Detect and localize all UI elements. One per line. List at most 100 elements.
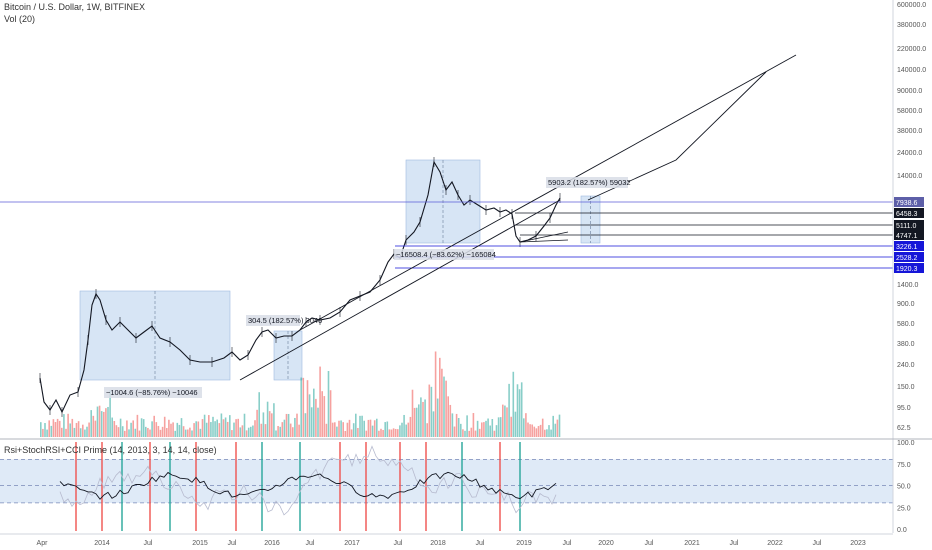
price-tag-label: 1920.3: [896, 266, 918, 273]
volume-bar: [558, 414, 561, 437]
volume-bar: [256, 409, 258, 437]
volume-bar: [544, 429, 546, 437]
volume-bar: [151, 421, 153, 437]
volume-bar: [268, 411, 271, 437]
volume-bar: [321, 391, 323, 437]
volume-bar: [235, 419, 237, 437]
x-tick-label: Apr: [37, 540, 49, 547]
wedge-line-lower: [519, 239, 569, 243]
volume-bar: [384, 422, 386, 437]
volume-bar: [432, 411, 435, 437]
volume-bar: [476, 420, 479, 437]
volume-bar: [82, 424, 84, 437]
indicator-legend[interactable]: Rsi+StochRSI+CCI Prime (14, 2013, 3, 14,…: [4, 445, 217, 455]
price-tag-bg: [894, 252, 924, 262]
measure-label: 5903.2 (182.57%) 59032: [548, 178, 631, 187]
volume-bar: [174, 430, 176, 437]
volume-bar: [252, 425, 254, 437]
volume-bar: [453, 426, 456, 437]
volume-bar: [147, 427, 149, 437]
volume-bar: [166, 428, 168, 437]
volume-bar: [159, 429, 162, 437]
volume-legend[interactable]: Vol (20): [4, 14, 36, 24]
x-tick-label: Jul: [813, 540, 822, 547]
volume-bar: [397, 429, 399, 437]
volume-bar: [205, 422, 208, 437]
volume-bar: [367, 419, 370, 437]
volume-bar: [493, 430, 496, 437]
volume-bar: [126, 420, 128, 437]
volume-bar: [187, 429, 189, 437]
volume-bar: [352, 423, 355, 437]
volume-bar: [119, 418, 122, 437]
volume-bar: [449, 404, 452, 437]
volume-bar: [132, 420, 134, 437]
volume-bar: [254, 420, 256, 437]
x-tick-label: Jul: [306, 540, 315, 547]
volume-bar: [88, 422, 90, 437]
volume-bar: [556, 419, 559, 437]
volume-bar: [176, 422, 179, 437]
y-tick-label: 140000.0: [897, 67, 926, 74]
y-tick-label: 380.0: [897, 341, 915, 348]
price-tag-bg: [894, 241, 924, 251]
volume-bar: [199, 428, 202, 437]
volume-bar: [271, 413, 273, 437]
volume-bar: [65, 428, 67, 437]
volume-bar: [281, 422, 284, 437]
volume-bar: [355, 413, 357, 437]
price-tag-bg: [894, 220, 924, 230]
volume-bar: [527, 422, 529, 437]
volume-bar: [380, 428, 382, 437]
volume-bar: [52, 419, 55, 437]
volume-bar: [100, 411, 103, 437]
volume-bar: [430, 386, 433, 437]
volume-bar: [439, 357, 441, 437]
volume-bar: [457, 417, 460, 437]
volume-bar: [287, 413, 290, 437]
x-tick-label: 2014: [94, 540, 110, 547]
y-tick-label: 62.5: [897, 425, 911, 432]
volume-bar: [90, 410, 92, 437]
volume-bar: [485, 420, 487, 437]
volume-bar: [203, 414, 206, 437]
measure-label-bg: [104, 387, 202, 398]
volume-bar: [424, 399, 426, 437]
volume-bar: [510, 416, 512, 437]
volume-bar: [184, 429, 187, 437]
x-tick-label: 2018: [430, 540, 446, 547]
volume-bar: [554, 423, 557, 437]
volume-bar: [466, 415, 468, 437]
volume-bar: [279, 426, 281, 437]
volume-bar: [401, 422, 403, 437]
volume-bar: [157, 425, 160, 437]
symbol-legend[interactable]: Bitcoin / U.S. Dollar, 1W, BITFINEX: [4, 2, 146, 12]
volume-bar: [260, 423, 263, 437]
volume-bar: [546, 429, 548, 437]
volume-bar: [98, 405, 101, 437]
volume-bar: [518, 389, 521, 437]
price-tag-label: 5111.0: [896, 223, 916, 230]
indicator-tick-label: 0.0: [897, 527, 907, 534]
volume-bar: [499, 417, 502, 437]
y-tick-label: 90000.0: [897, 88, 922, 95]
volume-bar: [193, 423, 195, 437]
volume-bar: [394, 428, 397, 437]
volume-bar: [161, 426, 164, 437]
volume-bar: [359, 415, 361, 437]
x-tick-label: 2016: [264, 540, 280, 547]
volume-bar: [46, 429, 48, 437]
volume-bar: [63, 414, 65, 437]
wedge-line-upper: [519, 231, 569, 243]
volume-bar: [376, 418, 378, 437]
volume-bar: [323, 396, 326, 437]
measure-label: 304.5 (182.57%) 3046: [248, 316, 322, 325]
x-tick-label: 2015: [192, 540, 208, 547]
volume-bar: [329, 390, 332, 437]
x-tick-label: 2017: [344, 540, 360, 547]
volume-bar: [163, 416, 166, 437]
volume-bar: [306, 380, 309, 437]
volume-bar: [197, 421, 200, 437]
volume-bar: [478, 428, 481, 437]
